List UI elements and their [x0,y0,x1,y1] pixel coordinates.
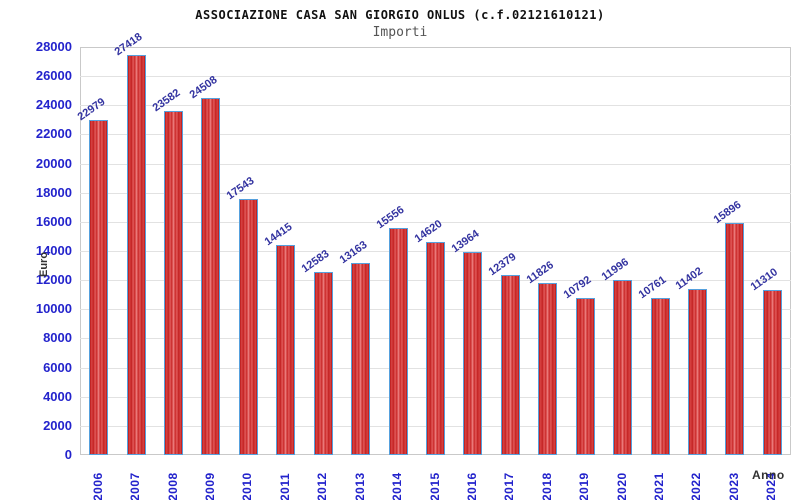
x-tick-label-2018: 2018 [539,472,554,500]
gridline [80,221,791,223]
x-tick-label-2016: 2016 [464,472,479,500]
x-tick-label-2006: 2006 [90,472,105,500]
y-tick-label: 26000 [35,68,72,84]
gridline [80,163,791,165]
x-tick-label-2013: 2013 [352,472,367,500]
gridline [80,134,791,136]
chart-subtitle: Importi [372,25,428,40]
x-tick-label-2021: 2021 [652,472,667,500]
gridline [80,76,791,78]
y-tick-label: 10000 [35,301,72,317]
gridline [80,105,791,107]
x-tick-label-2019: 2019 [577,472,592,500]
bar-2015 [426,241,445,455]
y-tick-label: 8000 [43,330,72,346]
y-tick-label: 14000 [35,243,72,258]
x-axis-title: Anno [752,468,785,482]
bar-2014 [388,228,408,455]
bar-2021 [650,298,670,455]
x-tick-label-2014: 2014 [390,472,405,500]
bar-2022 [687,288,707,455]
y-tick-label: 24000 [35,97,72,113]
bar-2009 [201,97,221,455]
y-tick-label: 22000 [35,126,72,142]
bar-2019 [575,297,595,455]
y-tick-label: 18000 [35,184,72,200]
y-tick-label: 2000 [43,417,72,433]
bar-2011 [276,244,296,455]
x-tick-label-2023: 2023 [726,472,741,500]
bar-2017 [500,274,520,455]
x-tick-label-2008: 2008 [165,472,180,500]
x-tick-label-2007: 2007 [128,472,143,500]
bar-2023 [725,223,745,455]
chart-title: ASSOCIAZIONE CASA SAN GIORGIO ONLUS (c.f… [195,8,605,22]
bar-2010 [238,199,258,455]
y-tick-label: 28000 [35,39,72,54]
bar-2016 [463,251,483,455]
x-tick-label-2011: 2011 [277,472,292,500]
bar-2018 [538,282,558,455]
bar-2008 [164,111,184,455]
x-tick-label-2012: 2012 [315,472,330,500]
x-tick-label-2022: 2022 [689,472,704,500]
y-tick-label: 4000 [43,388,72,404]
x-tick-label-2017: 2017 [502,472,517,500]
bar-2013 [351,263,371,455]
bar-2024 [762,290,782,455]
y-tick-label: 6000 [43,359,72,375]
gridline [80,192,791,194]
x-tick-label-2015: 2015 [427,472,442,500]
x-tick-label-2009: 2009 [202,472,217,500]
y-tick-label: 0 [64,447,72,462]
x-tick-label-2010: 2010 [240,472,255,500]
bar-2012 [313,271,333,455]
x-tick-label-2020: 2020 [614,472,629,500]
y-axis-title: Euro [38,251,50,277]
bar-2007 [126,55,146,455]
y-tick-label: 16000 [35,213,72,229]
y-tick-label: 20000 [35,155,72,171]
y-tick-label: 12000 [35,272,72,288]
bar-2020 [613,280,633,455]
bar-2006 [89,120,109,455]
